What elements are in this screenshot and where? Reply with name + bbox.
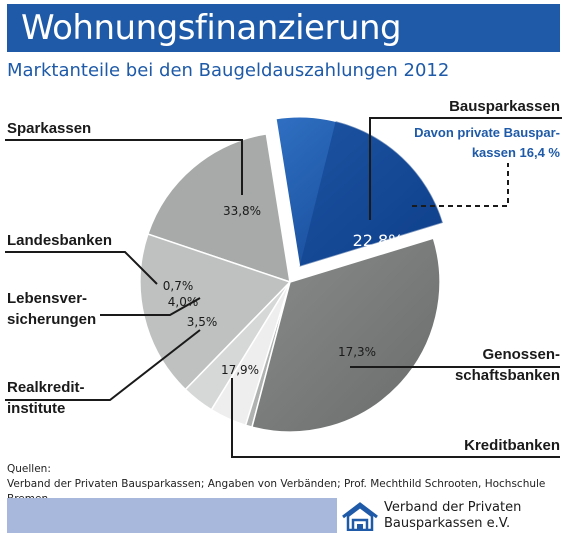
title-bar: Wohnungsfinanzierung bbox=[7, 4, 560, 52]
label-landesbanken: Landesbanken bbox=[7, 232, 112, 249]
label-genossenschaftsbanken-2: schaftsbanken bbox=[455, 367, 560, 384]
page-subtitle: Marktanteile bei den Baugeldauszahlungen… bbox=[7, 60, 450, 81]
label-realkredit-2: institute bbox=[7, 400, 65, 417]
label-lebensversicherungen-2: sicherungen bbox=[7, 311, 96, 328]
house-logo-icon bbox=[342, 502, 378, 531]
sources-heading: Quellen: bbox=[7, 463, 51, 475]
annotation-pointer bbox=[412, 163, 509, 207]
footer-logo: Verband der Privaten Bausparkassen e.V. bbox=[337, 498, 562, 533]
annotation-line-1: Davon private Bauspar- bbox=[414, 125, 560, 140]
value-landesbanken: 0,7% bbox=[163, 279, 194, 293]
kreditbanken-leader bbox=[231, 378, 560, 458]
value-sparkassen: 33,8% bbox=[223, 204, 261, 218]
label-sparkassen: Sparkassen bbox=[7, 120, 91, 137]
pie-slice-private-bausparkassen bbox=[299, 121, 443, 267]
landesbanken-leader bbox=[5, 251, 158, 285]
lebens-leader bbox=[100, 297, 201, 316]
value-bausparkassen: 22,8% bbox=[353, 231, 404, 250]
logo-text-line-1: Verband der Privaten bbox=[384, 500, 522, 515]
label-bausparkassen: Bausparkassen bbox=[449, 98, 560, 115]
pie-chart: Sparkassen Landesbanken Lebensver- siche… bbox=[5, 98, 562, 458]
bausparkassen-leader bbox=[369, 117, 562, 220]
label-kreditbanken: Kreditbanken bbox=[464, 437, 560, 454]
pie-slice-sparkassen bbox=[251, 237, 441, 433]
value-genossenschaftsbanken: 17,3% bbox=[338, 345, 376, 359]
footer-bar: Verband der Privaten Bausparkassen e.V. bbox=[7, 498, 562, 533]
value-kreditbanken: 17,9% bbox=[221, 363, 259, 377]
label-genossenschaftsbanken-1: Genossen- bbox=[482, 346, 560, 363]
realkredit-leader bbox=[5, 329, 201, 401]
page-title: Wohnungsfinanzierung bbox=[21, 8, 402, 48]
annotation-line-2: kassen 16,4 % bbox=[472, 145, 561, 160]
logo-text-line-2: Bausparkassen e.V. bbox=[384, 516, 511, 531]
label-lebensversicherungen-1: Lebensver- bbox=[7, 290, 87, 307]
pie-slice-kreditbanken bbox=[139, 233, 292, 391]
value-realkredit: 3,5% bbox=[187, 315, 218, 329]
value-lebensversicherungen: 4,0% bbox=[168, 295, 199, 309]
label-realkredit-1: Realkredit- bbox=[7, 379, 85, 396]
sources-note: Quellen: Verband der Privaten Bausparkas… bbox=[7, 462, 562, 507]
pie-slice-genossen-schaftsbanken bbox=[146, 133, 291, 284]
sparkassen-leader bbox=[5, 139, 243, 195]
